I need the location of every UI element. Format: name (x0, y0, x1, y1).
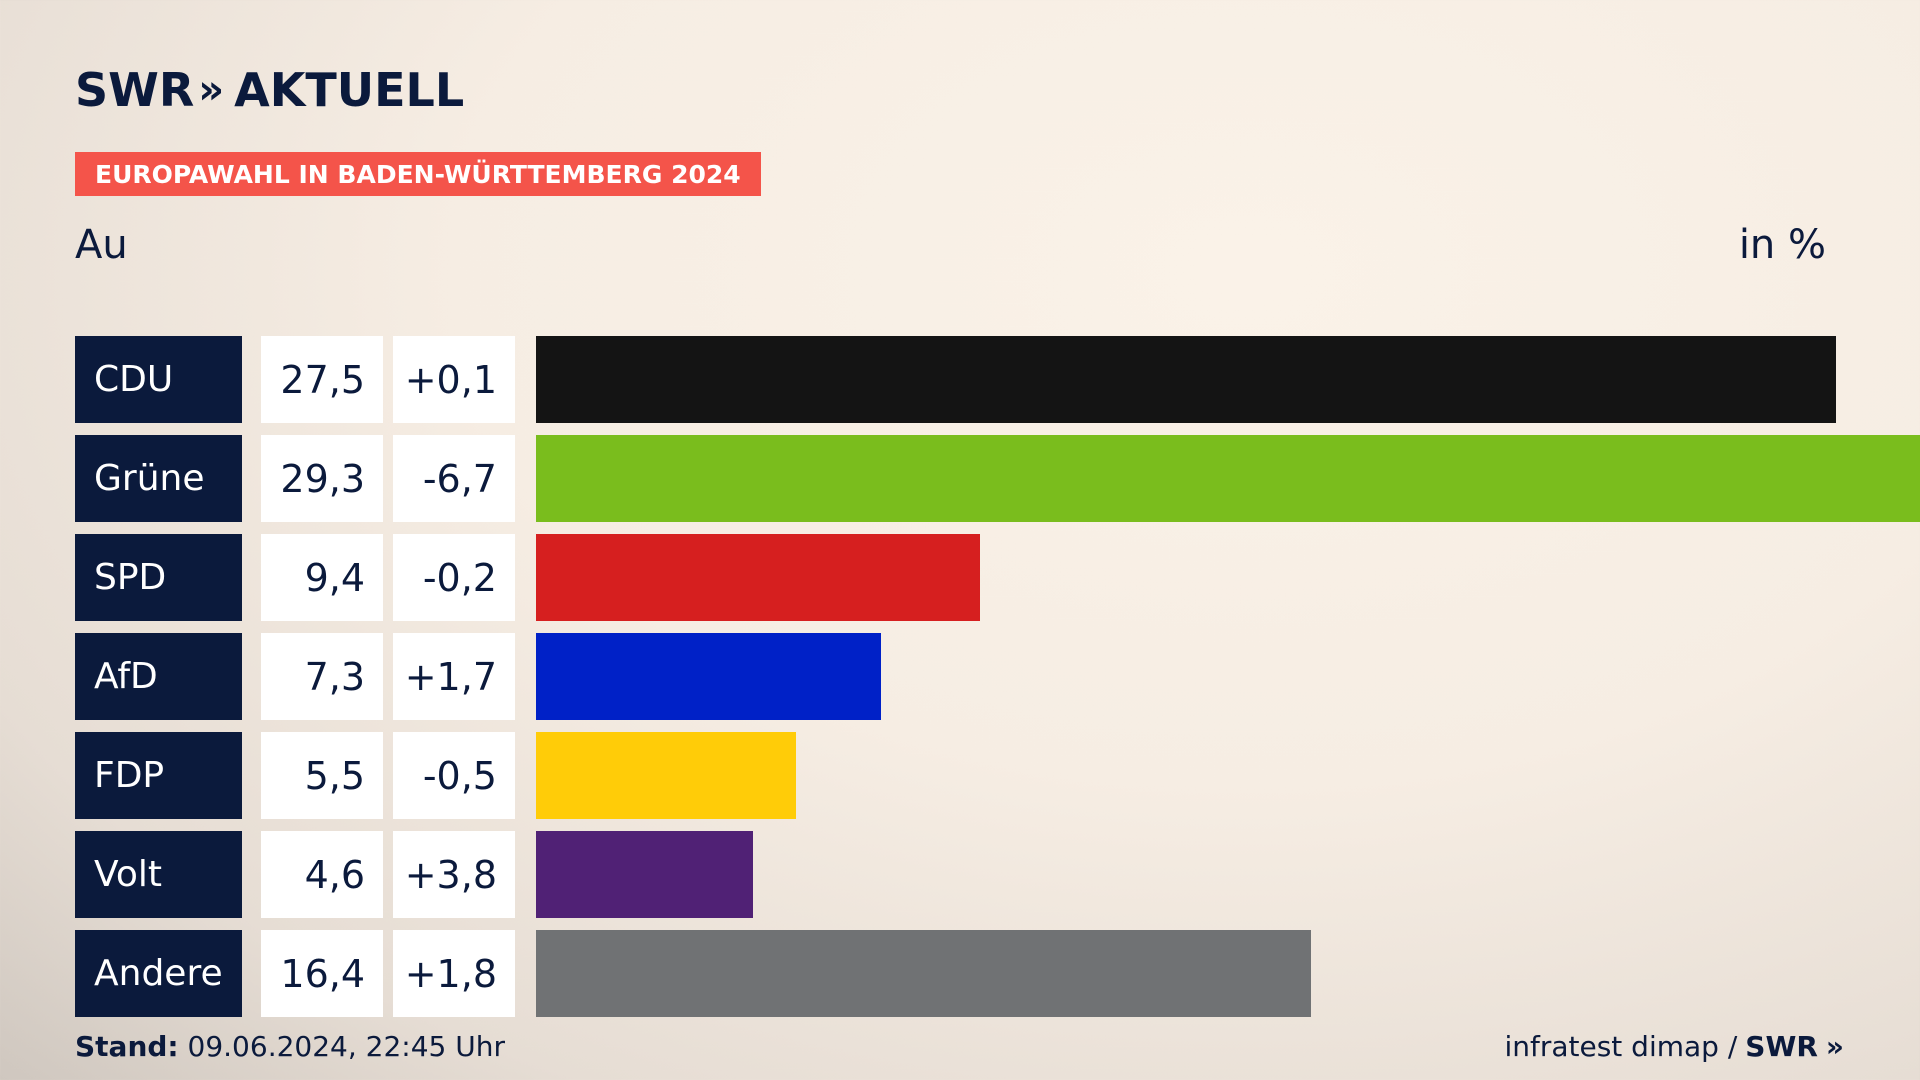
diff-value: +1,7 (393, 633, 515, 720)
party-label: CDU (75, 336, 242, 423)
result-value: 27,5 (261, 336, 383, 423)
result-row: AfD 7,3 +1,7 (75, 633, 1920, 720)
stand-value: 09.06.2024, 22:45 Uhr (187, 1030, 505, 1063)
diff-value: +3,8 (393, 831, 515, 918)
source-brand: SWR (1745, 1030, 1818, 1063)
source-credit: infratest dimap / SWR » (1504, 1030, 1844, 1063)
timestamp: Stand: 09.06.2024, 22:45 Uhr (75, 1030, 505, 1063)
result-row: FDP 5,5 -0,5 (75, 732, 1920, 819)
diff-value: -0,5 (393, 732, 515, 819)
diff-value: +1,8 (393, 930, 515, 1017)
bar (536, 336, 1836, 423)
swr-aktuell-logo: SWR » AKTUELL (75, 63, 465, 117)
stand-label: Stand: (75, 1030, 179, 1063)
result-value: 4,6 (261, 831, 383, 918)
result-row: Volt 4,6 +3,8 (75, 831, 1920, 918)
chart-subtitle: Au (75, 222, 128, 268)
result-value: 9,4 (261, 534, 383, 621)
party-label: SPD (75, 534, 242, 621)
logo-brand: SWR (75, 63, 195, 117)
source-label: infratest dimap / (1504, 1030, 1738, 1063)
bar (536, 831, 754, 918)
bar (536, 930, 1312, 1017)
result-value: 29,3 (261, 435, 383, 522)
bar (536, 534, 981, 621)
chevron-right-icon: » (198, 67, 224, 113)
election-banner: EUROPAWAHL IN BADEN-WÜRTTEMBERG 2024 (75, 152, 761, 196)
party-label: Volt (75, 831, 242, 918)
logo-suffix: AKTUELL (234, 63, 465, 117)
diff-value: +0,1 (393, 336, 515, 423)
result-row: CDU 27,5 +0,1 (75, 336, 1920, 423)
bar (536, 435, 1920, 522)
result-value: 7,3 (261, 633, 383, 720)
result-value: 16,4 (261, 930, 383, 1017)
result-row: Andere 16,4 +1,8 (75, 930, 1920, 1017)
result-row: Grüne 29,3 -6,7 (75, 435, 1920, 522)
party-label: AfD (75, 633, 242, 720)
party-label: FDP (75, 732, 242, 819)
diff-value: -0,2 (393, 534, 515, 621)
party-label: Grüne (75, 435, 242, 522)
result-row: SPD 9,4 -0,2 (75, 534, 1920, 621)
chevron-right-icon: » (1825, 1030, 1844, 1063)
party-label: Andere (75, 930, 242, 1017)
bar (536, 633, 882, 720)
diff-value: -6,7 (393, 435, 515, 522)
bar (536, 732, 796, 819)
result-value: 5,5 (261, 732, 383, 819)
unit-label: in % (1738, 222, 1826, 268)
